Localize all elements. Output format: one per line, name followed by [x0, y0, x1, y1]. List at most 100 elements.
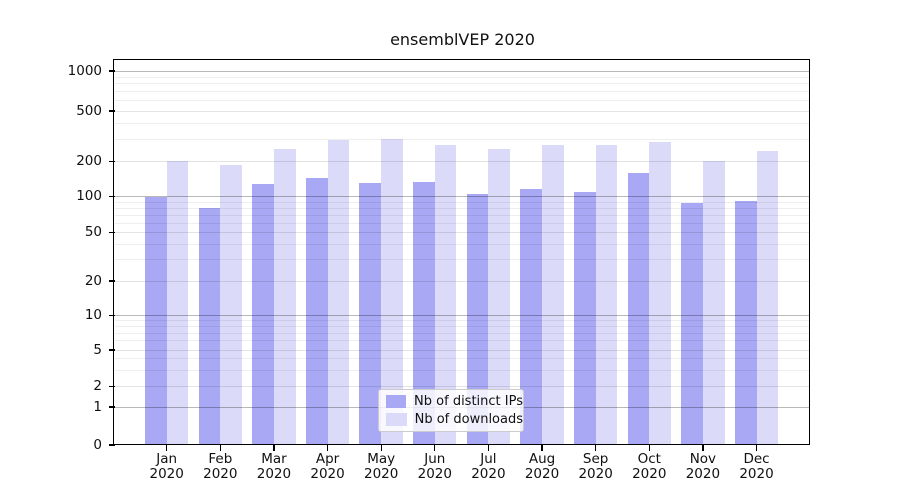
gridline-10: [115, 315, 810, 316]
legend-item-distinct-ips: Nb of distinct IPs: [386, 394, 523, 409]
gridline-minor-3: [115, 369, 810, 371]
bar-distinct-ips-jul: [466, 194, 489, 445]
gridline-50: [115, 232, 810, 234]
y-tick-label-1: 1: [93, 398, 102, 415]
bar-distinct-ips-jan: [145, 196, 167, 445]
legend-swatch-distinct-ips: [386, 394, 407, 408]
y-tick-label-10: 10: [84, 307, 102, 323]
gridline-1000: [115, 70, 810, 72]
x-label-month: Jun: [424, 451, 446, 467]
y-tick-mark-5: [109, 349, 115, 351]
gridline-minor-6: [115, 340, 810, 342]
gridline-minor-600: [115, 99, 810, 101]
bar-downloads-dec: [756, 151, 779, 445]
bar-downloads-aug: [542, 145, 564, 445]
bar-downloads-apr: [327, 139, 350, 445]
bar-distinct-ips-apr: [305, 178, 328, 445]
bar-downloads-jun: [434, 144, 457, 445]
x-tick-label-may: May 2020: [353, 452, 409, 481]
gridline-100: [115, 196, 810, 198]
x-tick-mark-sep: [595, 445, 597, 451]
gridline-minor-300: [115, 138, 810, 140]
x-label-month: Oct: [637, 451, 661, 467]
x-tick-label-mar: Mar 2020: [246, 452, 302, 481]
x-label-year: 2020: [471, 465, 506, 482]
x-tick-mark-mar: [273, 445, 275, 451]
bar-distinct-ips-nov: [681, 202, 703, 445]
gridline-2: [115, 386, 810, 387]
gridline-minor-90: [115, 201, 810, 203]
bar-downloads-nov: [702, 160, 725, 445]
bar-distinct-ips-feb: [198, 208, 221, 445]
bar-downloads-sep: [595, 144, 618, 445]
x-label-year: 2020: [363, 465, 399, 482]
legend-label-distinct-ips: Nb of distinct IPs: [414, 393, 523, 409]
x-tick-mark-jun: [434, 445, 436, 451]
bar-downloads-jul: [488, 148, 511, 445]
x-label-year: 2020: [256, 465, 292, 482]
y-tick-label-50: 50: [84, 224, 102, 241]
gridline-minor-800: [115, 83, 810, 85]
y-tick-mark-500: [109, 110, 115, 112]
gridline-minor-80: [115, 207, 810, 209]
gridline-minor-400: [115, 122, 810, 124]
gridline-minor-70: [115, 214, 810, 216]
x-tick-mark-jul: [487, 445, 490, 451]
y-tick-label-200: 200: [76, 153, 102, 170]
x-tick-label-dec: Dec 2020: [729, 452, 785, 481]
y-tick-mark-1: [109, 406, 115, 408]
bar-distinct-ips-oct: [627, 172, 650, 445]
y-tick-label-2: 2: [93, 378, 102, 394]
gridline-minor-30: [115, 259, 810, 261]
legend-label-downloads: Nb of downloads: [414, 412, 523, 428]
y-tick-mark-20: [109, 280, 115, 282]
plot-area: [115, 61, 810, 445]
x-label-month: Jul: [480, 451, 497, 467]
gridline-minor-7: [115, 332, 810, 334]
x-tick-label-oct: Oct 2020: [621, 452, 677, 481]
x-tick-label-aug: Aug 2020: [514, 452, 570, 481]
gridline-minor-8: [115, 326, 810, 328]
x-label-month: Apr: [315, 451, 340, 467]
x-tick-mark-jan: [166, 445, 168, 451]
x-label-month: Sep: [582, 451, 609, 467]
x-tick-label-nov: Nov 2020: [675, 452, 731, 481]
x-label-year: 2020: [685, 465, 721, 482]
gridline-minor-60: [115, 222, 810, 224]
x-label-month: May: [367, 451, 396, 467]
bar-downloads-feb: [220, 165, 242, 445]
y-tick-mark-10: [109, 314, 115, 317]
x-label-year: 2020: [739, 465, 774, 482]
x-tick-mark-aug: [541, 445, 543, 451]
x-label-year: 2020: [524, 465, 560, 482]
y-tick-label-1000: 1000: [67, 62, 102, 79]
y-tick-mark-200: [109, 161, 115, 163]
y-tick-mark-1000: [109, 70, 115, 72]
x-tick-label-feb: Feb 2020: [192, 452, 248, 481]
y-tick-mark-100: [109, 196, 115, 198]
x-tick-mark-may: [380, 445, 382, 451]
gridline-minor-4: [115, 358, 810, 360]
legend-item-downloads: Nb of downloads: [386, 412, 523, 427]
x-label-year: 2020: [578, 465, 613, 482]
x-tick-mark-feb: [219, 445, 221, 451]
bar-downloads-may: [381, 138, 403, 445]
x-label-year: 2020: [149, 465, 184, 482]
bar-downloads-jan: [166, 160, 189, 445]
y-tick-mark-2: [109, 385, 115, 388]
x-label-month: Mar: [261, 451, 287, 467]
x-label-year: 2020: [203, 465, 238, 482]
bar-downloads-mar: [273, 149, 296, 445]
x-tick-label-jan: Jan 2020: [139, 452, 195, 481]
x-label-month: Feb: [208, 451, 233, 467]
x-label-month: Nov: [689, 451, 717, 467]
x-tick-label-sep: Sep 2020: [568, 452, 624, 481]
bar-distinct-ips-may: [359, 182, 382, 445]
gridline-minor-40: [115, 243, 810, 245]
x-tick-label-jul: Jul 2020: [460, 452, 516, 481]
gridline-20: [115, 280, 810, 282]
gridline-200: [115, 161, 810, 163]
x-tick-mark-nov: [702, 445, 704, 451]
bar-distinct-ips-dec: [734, 201, 757, 445]
x-tick-label-jun: Jun 2020: [407, 452, 463, 481]
